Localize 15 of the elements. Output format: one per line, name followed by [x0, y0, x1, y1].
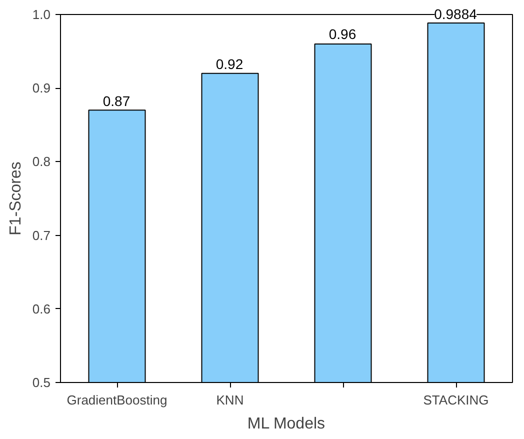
x-axis-title: ML Models	[247, 416, 326, 432]
y-tick-label: 0.8	[32, 154, 51, 170]
y-tick-label: 0.7	[32, 228, 51, 243]
data-label: 0.9884	[434, 6, 477, 22]
y-tick-label: 0.5	[32, 375, 51, 390]
x-tick-label: STACKING	[423, 392, 489, 408]
data-label: 0.92	[216, 56, 244, 72]
y-tick-label: 0.6	[32, 301, 51, 316]
y-tick-label: 1.0	[32, 7, 51, 22]
data-label: 0.87	[102, 92, 130, 109]
data-label: 0.96	[328, 26, 356, 42]
y-axis-title: F1-Scores	[7, 162, 24, 236]
x-tick-label: KNN	[216, 392, 244, 408]
x-tick-label: GradientBoosting	[66, 392, 168, 408]
y-tick-label: 0.9	[32, 80, 51, 96]
